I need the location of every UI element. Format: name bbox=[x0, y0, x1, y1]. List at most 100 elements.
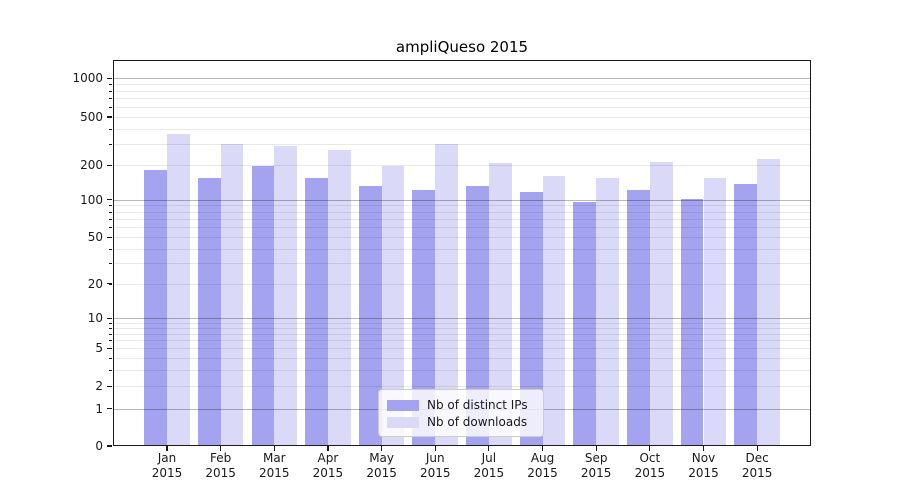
bar-distinct-ips-may bbox=[358, 186, 382, 446]
bar-distinct-ips-jan bbox=[144, 169, 167, 446]
bar-downloads-may bbox=[381, 166, 405, 446]
gridline-minor bbox=[113, 333, 811, 335]
bar-distinct-ips-feb bbox=[197, 177, 221, 446]
x-tick-label: Mar 2015 bbox=[259, 451, 290, 480]
gridline-minor bbox=[113, 328, 811, 330]
x-tick-label: Aug 2015 bbox=[527, 451, 558, 480]
x-tick-label: Dec 2015 bbox=[741, 451, 773, 480]
bar-distinct-ips-jul bbox=[466, 186, 489, 446]
y-tick bbox=[107, 164, 112, 166]
x-tick bbox=[434, 446, 436, 451]
gridline-minor bbox=[113, 348, 811, 350]
y-tick bbox=[107, 236, 112, 238]
x-tick-label: Jul 2015 bbox=[473, 451, 505, 480]
gridline-major bbox=[113, 78, 811, 80]
gridline-minor bbox=[113, 322, 811, 324]
gridline-minor bbox=[113, 248, 811, 250]
y-minor-tick bbox=[109, 263, 112, 265]
y-tick bbox=[107, 283, 112, 285]
bar-downloads-dec bbox=[757, 159, 780, 446]
y-minor-tick bbox=[109, 84, 112, 86]
x-tick-label: Jan 2015 bbox=[151, 451, 183, 480]
gridline-minor bbox=[113, 283, 811, 285]
bar-downloads-jan bbox=[167, 134, 190, 446]
bar-distinct-ips-mar bbox=[251, 166, 275, 446]
legend-item-downloads: Nb of downloads bbox=[387, 414, 533, 430]
gridline-minor bbox=[113, 263, 811, 265]
bar-distinct-ips-dec bbox=[734, 184, 758, 446]
y-tick-label: 500 bbox=[80, 110, 103, 125]
x-tick-label: Oct 2015 bbox=[634, 451, 666, 480]
bar-downloads-feb bbox=[220, 143, 244, 446]
bar-distinct-ips-aug bbox=[519, 192, 543, 446]
y-tick-label: 5 bbox=[95, 341, 103, 356]
gridline-minor bbox=[113, 84, 811, 86]
y-minor-tick bbox=[109, 90, 112, 92]
gridline-minor bbox=[113, 218, 811, 220]
y-minor-tick bbox=[109, 340, 112, 342]
x-tick-label: Apr 2015 bbox=[312, 451, 344, 480]
y-tick-label: 0 bbox=[95, 439, 103, 453]
gridline-minor bbox=[113, 237, 811, 239]
legend-label-downloads: Nb of downloads bbox=[427, 415, 528, 429]
gridline-minor bbox=[113, 386, 811, 388]
y-tick-label: 1 bbox=[95, 401, 103, 416]
bar-downloads-jun bbox=[435, 143, 459, 446]
bar-distinct-ips-nov bbox=[680, 198, 704, 446]
gridline-major bbox=[113, 199, 811, 201]
y-tick-label: 50 bbox=[87, 230, 103, 245]
gridline-major bbox=[113, 318, 811, 320]
y-tick bbox=[107, 116, 112, 118]
gridline-minor bbox=[113, 106, 811, 108]
y-minor-tick bbox=[109, 205, 112, 207]
bar-downloads-jul bbox=[488, 162, 512, 446]
gridline-minor bbox=[113, 143, 811, 145]
x-tick bbox=[220, 446, 222, 451]
x-tick-label: Jun 2015 bbox=[419, 451, 451, 480]
gridline-minor bbox=[113, 340, 811, 342]
x-tick-label: Sep 2015 bbox=[580, 451, 612, 480]
y-tick bbox=[107, 347, 112, 349]
gridline-minor bbox=[113, 98, 811, 100]
gridline-minor bbox=[113, 117, 811, 119]
y-minor-tick bbox=[109, 227, 112, 229]
bar-downloads-apr bbox=[327, 150, 351, 446]
gridline-minor bbox=[113, 165, 811, 167]
x-tick bbox=[327, 446, 329, 451]
bar-downloads-aug bbox=[542, 175, 566, 446]
y-minor-tick bbox=[109, 128, 112, 130]
y-minor-tick bbox=[109, 98, 112, 100]
y-minor-tick bbox=[109, 143, 112, 145]
y-tick-label: 10 bbox=[87, 311, 103, 326]
x-tick bbox=[541, 446, 544, 451]
legend-swatch-downloads bbox=[387, 416, 419, 428]
y-tick-label: 1000 bbox=[72, 71, 103, 86]
bar-distinct-ips-oct bbox=[627, 189, 650, 446]
x-tick bbox=[488, 446, 490, 451]
legend-swatch-distinct-ips bbox=[387, 399, 419, 411]
x-tick bbox=[595, 446, 597, 451]
y-minor-tick bbox=[109, 357, 112, 359]
y-tick bbox=[107, 408, 112, 410]
y-tick-label: 100 bbox=[80, 192, 103, 207]
y-tick bbox=[107, 317, 112, 319]
legend: Nb of distinct IPs Nb of downloads bbox=[378, 389, 544, 437]
y-tick bbox=[107, 445, 112, 447]
x-tick bbox=[381, 446, 383, 451]
x-tick bbox=[166, 446, 168, 451]
x-tick bbox=[702, 446, 705, 451]
gridline-minor bbox=[113, 211, 811, 213]
x-tick-label: Feb 2015 bbox=[205, 451, 236, 480]
y-minor-tick bbox=[109, 218, 112, 220]
chart-title: ampliQueso 2015 bbox=[395, 38, 529, 56]
bar-downloads-sep bbox=[596, 177, 619, 446]
y-tick-label: 20 bbox=[87, 276, 103, 291]
gridline-minor bbox=[113, 128, 811, 130]
gridline-minor bbox=[113, 90, 811, 92]
y-minor-tick bbox=[109, 211, 112, 213]
x-tick bbox=[756, 446, 758, 451]
gridline-minor bbox=[113, 227, 811, 229]
y-tick bbox=[107, 199, 112, 201]
y-tick bbox=[107, 385, 112, 387]
y-tick bbox=[107, 77, 112, 79]
